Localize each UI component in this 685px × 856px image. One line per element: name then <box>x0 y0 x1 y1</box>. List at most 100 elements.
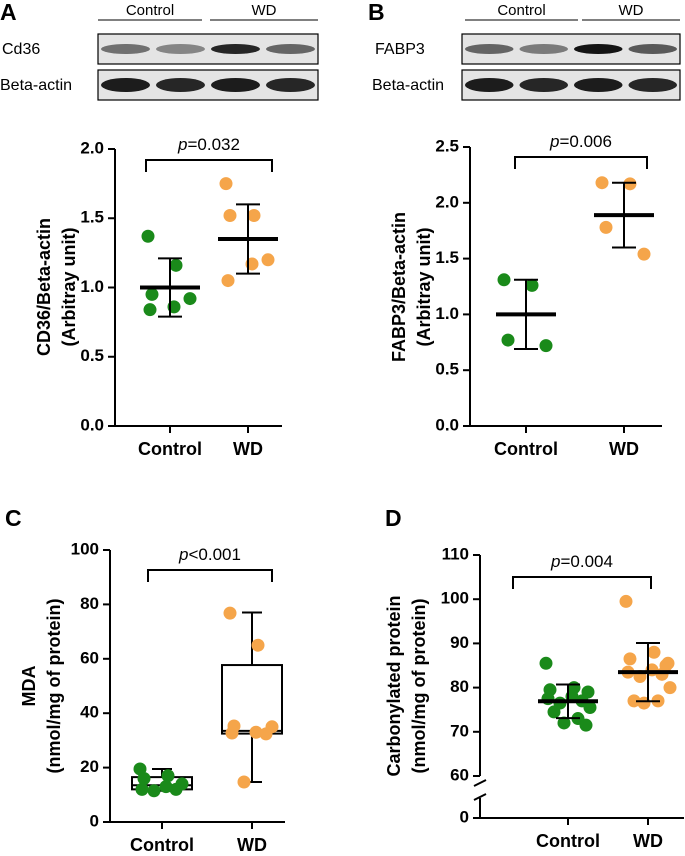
blot-band <box>266 78 315 92</box>
blot-row-label: FABP3 <box>375 41 425 58</box>
data-point <box>147 784 161 798</box>
y-axis-label: (nmol/mg of protein) <box>409 599 429 774</box>
y-axis-label: (nmol/mg of protein) <box>44 599 64 774</box>
y-tick-label: 0.5 <box>80 346 104 365</box>
y-axis-label: (Arbitray unit) <box>59 227 79 346</box>
data-point <box>627 694 641 708</box>
data-point <box>223 208 237 222</box>
y-axis-label: (Arbitray unit) <box>414 227 434 346</box>
p-value: p<0.001 <box>178 545 241 564</box>
x-tick-label: Control <box>536 831 600 851</box>
blot-row-label: Beta-actin <box>372 77 444 94</box>
blot-group-label: Control <box>497 2 545 19</box>
data-point <box>183 292 197 306</box>
significance-bracket <box>145 159 273 172</box>
y-tick-label: 0.0 <box>80 415 104 434</box>
data-point <box>225 726 239 740</box>
blot-group-label: WD <box>619 2 644 19</box>
y-tick-label: 70 <box>450 721 469 740</box>
data-point <box>501 333 515 347</box>
data-point <box>647 645 661 659</box>
data-point <box>539 656 553 670</box>
blot-band <box>266 44 315 54</box>
y-tick-label: 1.0 <box>80 277 104 296</box>
data-point <box>137 771 151 785</box>
data-point <box>247 208 261 222</box>
y-tick-label: 60 <box>80 648 99 667</box>
blot-band <box>211 44 260 54</box>
data-point <box>259 727 273 741</box>
data-point <box>161 769 175 783</box>
data-point <box>223 606 237 620</box>
axis-break <box>473 779 487 787</box>
data-point <box>219 177 233 191</box>
blot-band <box>465 44 514 54</box>
y-tick-label: 1.0 <box>435 304 459 323</box>
x-tick-label: WD <box>233 439 263 459</box>
y-tick-label: 2.0 <box>80 138 104 157</box>
y-axis-label: Carbonylated protein <box>384 595 404 776</box>
blot-band <box>156 44 205 54</box>
data-point <box>583 700 597 714</box>
data-point <box>169 258 183 272</box>
data-point <box>169 782 183 796</box>
panel-letter: D <box>385 505 402 531</box>
panel-letter: A <box>0 0 17 25</box>
data-point <box>623 177 637 191</box>
data-point <box>143 303 157 317</box>
data-point <box>663 681 677 695</box>
blot-row-label: Beta-actin <box>0 77 72 94</box>
x-tick-label: WD <box>609 439 639 459</box>
blot-band <box>519 44 568 54</box>
data-point <box>135 782 149 796</box>
y-axis-label: FABP3/Beta-actin <box>389 212 409 362</box>
y-tick-label: 0 <box>460 807 469 826</box>
p-value: p=0.032 <box>177 135 240 154</box>
blot-band <box>101 78 150 92</box>
y-tick-label: 2.5 <box>435 136 459 155</box>
blot-band <box>574 44 623 54</box>
data-point <box>595 176 609 190</box>
data-point <box>557 716 571 730</box>
data-point <box>141 229 155 243</box>
data-point <box>237 775 251 789</box>
data-point <box>659 659 673 672</box>
data-point <box>261 253 275 267</box>
data-point <box>145 287 159 301</box>
y-tick-label: 2.0 <box>435 192 459 211</box>
data-point <box>599 220 613 234</box>
y-tick-label: 1.5 <box>80 208 104 227</box>
x-tick-label: Control <box>130 835 194 855</box>
axis-break <box>473 793 487 801</box>
y-axis-label: CD36/Beta-actin <box>34 218 54 356</box>
blot-band <box>519 78 568 92</box>
y-axis-label: MDA <box>19 666 39 707</box>
x-tick-label: Control <box>494 439 558 459</box>
data-point <box>539 339 553 353</box>
x-tick-label: Control <box>138 439 202 459</box>
blot-band <box>101 44 150 54</box>
significance-bracket <box>514 156 648 169</box>
p-value: p=0.004 <box>550 552 613 571</box>
panel-letter: C <box>5 505 22 531</box>
blot-row-label: Cd36 <box>2 41 40 58</box>
data-point <box>221 274 235 288</box>
y-tick-label: 20 <box>80 757 99 776</box>
blot-group-label: Control <box>126 2 174 19</box>
significance-bracket <box>147 569 273 582</box>
y-tick-label: 80 <box>450 677 469 696</box>
y-tick-label: 0 <box>90 811 99 830</box>
y-tick-label: 100 <box>71 539 99 558</box>
panel-letter: B <box>368 0 385 25</box>
data-point <box>497 273 511 287</box>
data-point <box>159 780 173 794</box>
significance-bracket <box>512 576 652 589</box>
data-point <box>637 247 651 261</box>
y-tick-label: 0.0 <box>435 415 459 434</box>
y-tick-label: 60 <box>450 765 469 784</box>
y-tick-label: 0.5 <box>435 360 459 379</box>
blot-band <box>465 78 514 92</box>
x-tick-label: WD <box>633 831 663 851</box>
blot-group-label: WD <box>252 2 277 19</box>
